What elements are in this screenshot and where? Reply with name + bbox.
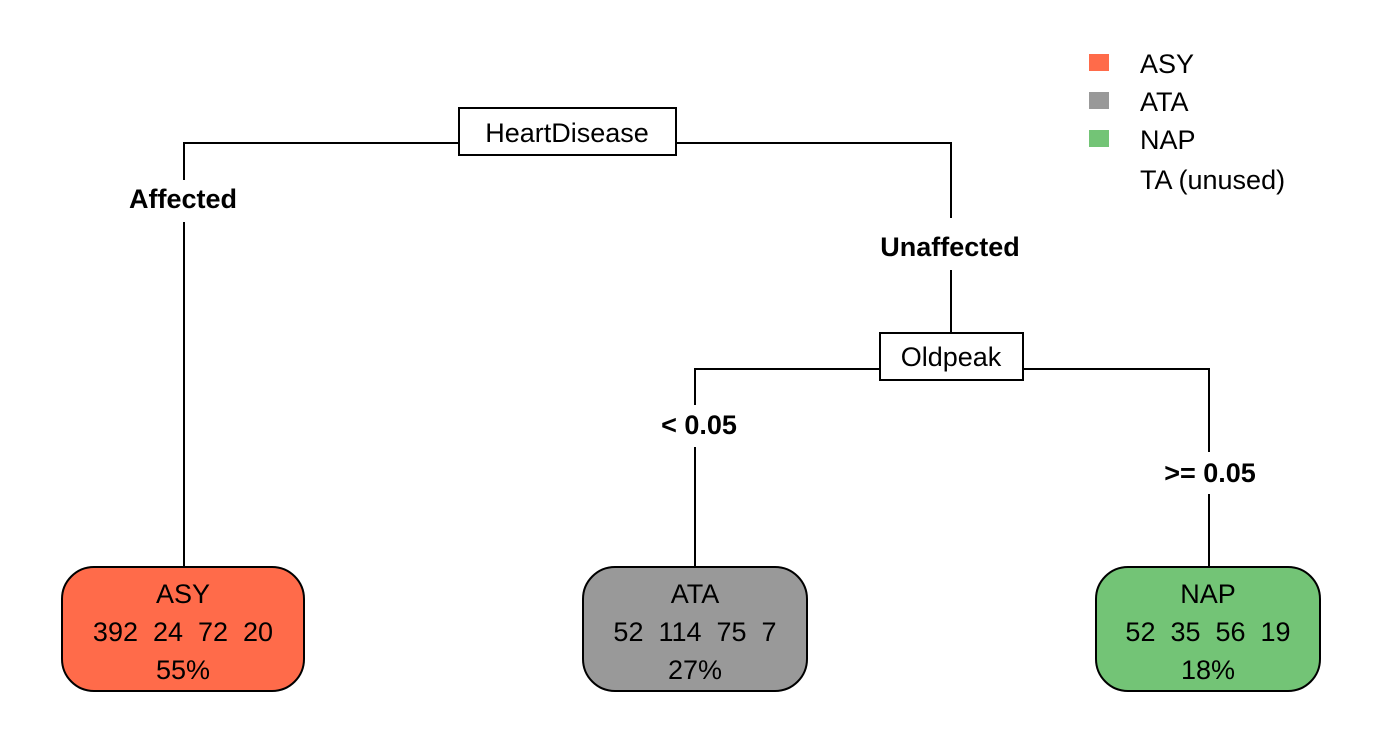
edge-node2-right — [1023, 368, 1210, 452]
leaf-node-ata: ATA 52 114 75 7 27% — [582, 566, 808, 692]
leaf-node-nap: NAP 52 35 56 19 18% — [1095, 566, 1321, 692]
leaf-box-ata — [582, 566, 808, 692]
legend-swatch-nap — [1089, 130, 1109, 147]
edge-node2-left — [694, 368, 880, 405]
split-label-root: HeartDisease — [485, 118, 649, 148]
edge-root-left — [183, 142, 459, 180]
legend-swatch-ata — [1089, 92, 1109, 109]
leaf-class-label: ASY — [156, 579, 210, 609]
legend-label-nap: NAP — [1140, 125, 1196, 155]
leaf-counts: 52 35 56 19 — [1125, 617, 1290, 647]
leaf-node-asy: ASY 392 24 72 20 55% — [61, 566, 305, 692]
leaf-percent: 18% — [1181, 655, 1235, 685]
branch-label-lt: < 0.05 — [661, 410, 737, 440]
leaf-box-nap — [1095, 566, 1321, 692]
legend-swatch-asy — [1089, 54, 1109, 71]
edge-root-right — [676, 142, 952, 218]
legend-label-asy: ASY — [1140, 49, 1194, 79]
split-label-oldpeak: Oldpeak — [901, 342, 1002, 372]
branch-label-ge: >= 0.05 — [1164, 458, 1256, 488]
leaf-counts: 392 24 72 20 — [93, 617, 273, 647]
legend-label-ta: TA (unused) — [1140, 165, 1285, 195]
legend: ASY ATA NAP TA (unused) — [1089, 49, 1285, 195]
legend-label-ata: ATA — [1140, 87, 1189, 117]
split-node-root: HeartDisease — [458, 107, 677, 156]
leaf-counts: 52 114 75 7 — [613, 617, 776, 647]
leaf-percent: 27% — [668, 655, 722, 685]
branch-label-unaffected: Unaffected — [880, 232, 1020, 262]
split-node-oldpeak: Oldpeak — [879, 332, 1024, 381]
branch-label-affected: Affected — [129, 184, 237, 214]
leaf-class-label: ATA — [671, 579, 720, 609]
leaf-class-label: NAP — [1180, 579, 1236, 609]
leaf-box-asy — [61, 566, 305, 692]
leaf-percent: 55% — [156, 655, 210, 685]
